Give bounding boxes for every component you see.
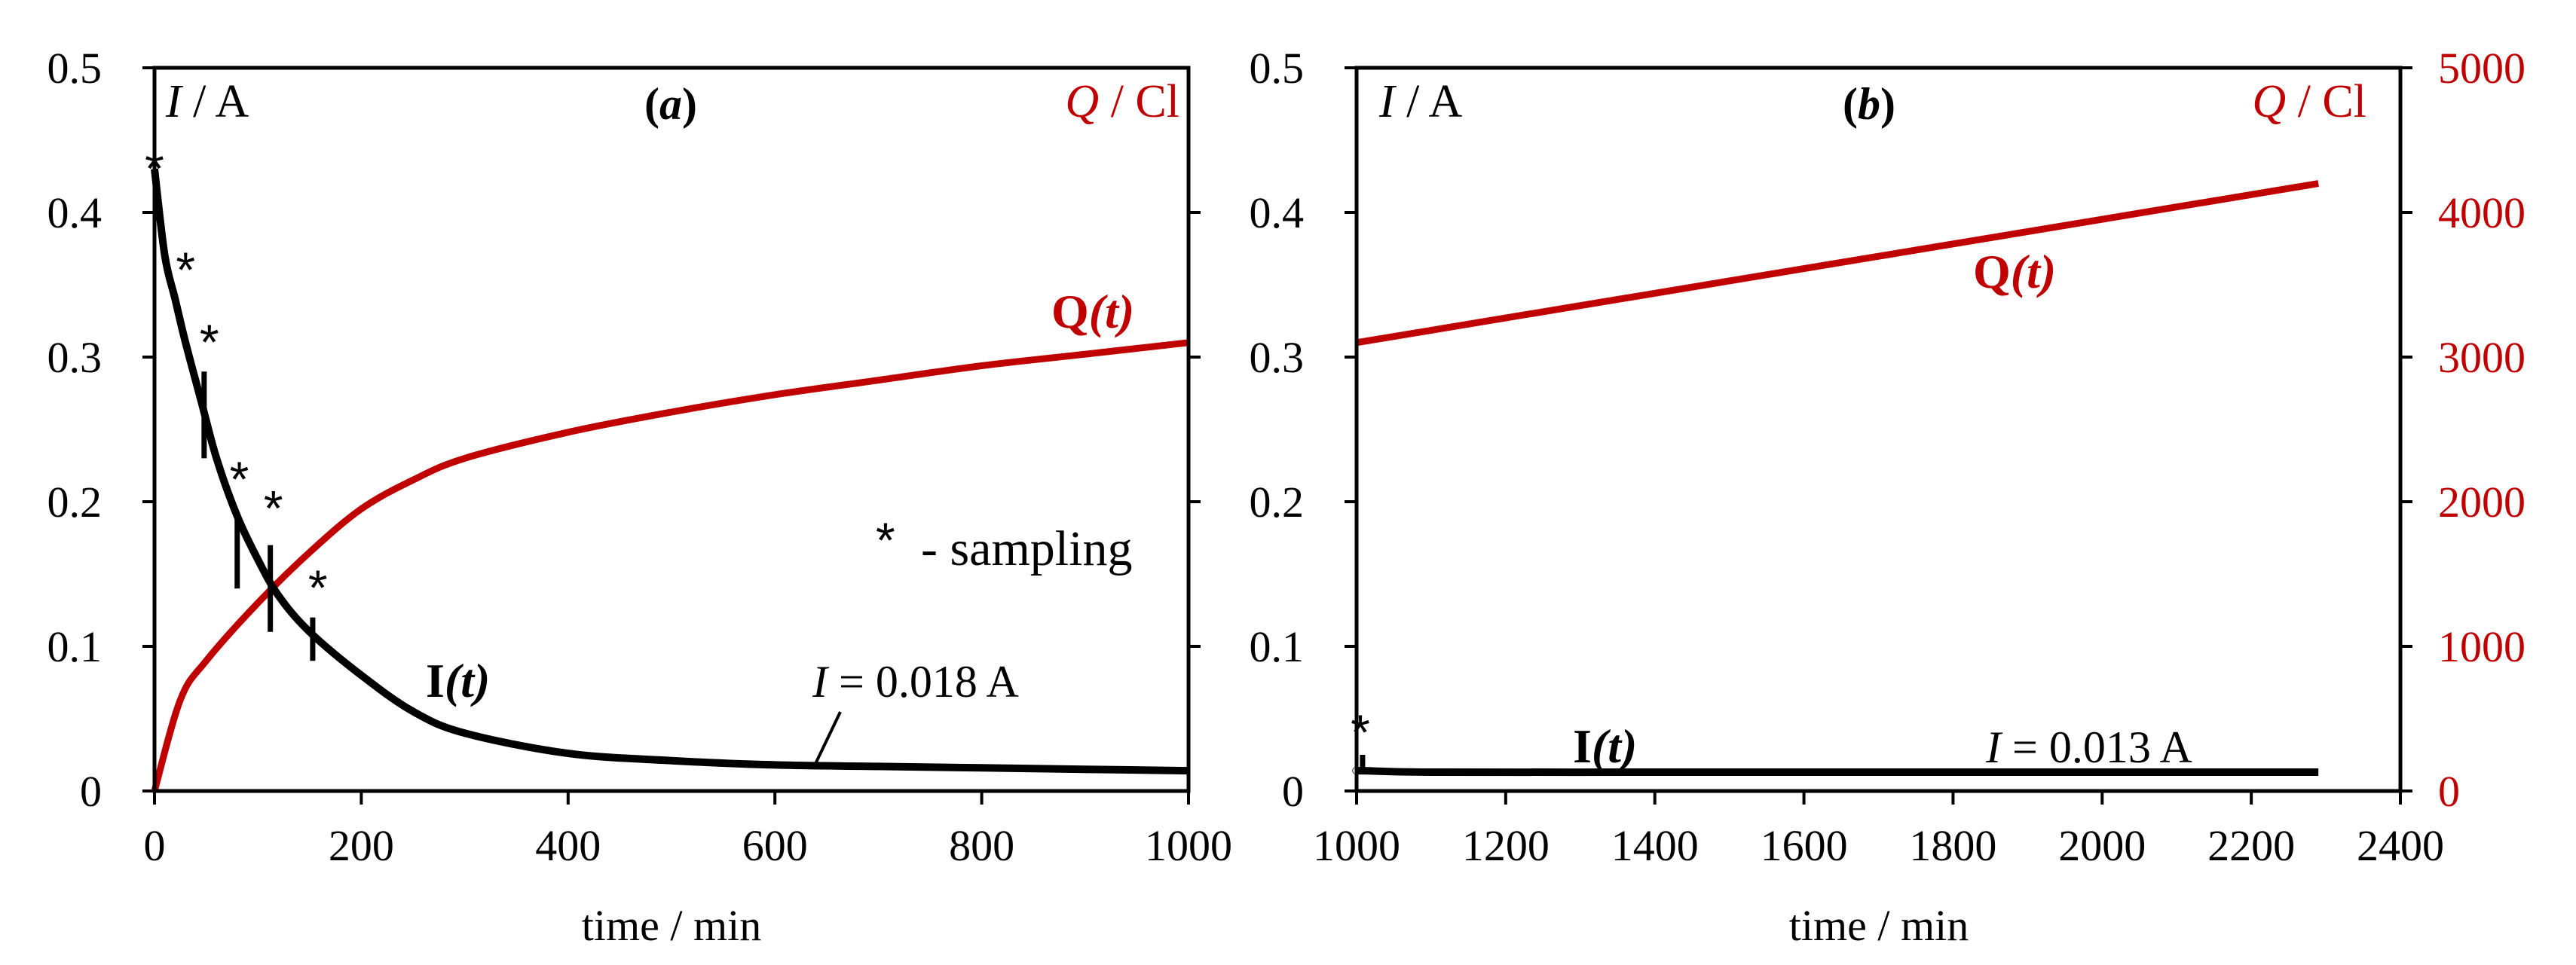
a-sampling-legend-text: - sampling [921,521,1132,576]
a-final-current-pointer [812,711,842,768]
b-final-current-rest: = 0.013 A [2001,722,2192,772]
a-y-left-tick-label: 0 [80,767,102,816]
b-y-left-tick-label: 0 [1282,767,1304,816]
a-final-current-var: I [812,657,830,707]
b-y-left-tick-label: 0.1 [1250,622,1305,671]
b-x-tick-label: 1800 [1909,821,1996,870]
panel-b: 1000 1200 1400 1600 1800 2000 2200 2400 0 0.1 0.2 0… [1250,44,2526,950]
a-q-label-main: Q [1051,285,1089,338]
a-x-tick-label: 0 [144,821,166,870]
b-stars: * [1351,704,1370,760]
a-ticks: 0 200 400 600 800 1000 0 0.1 0.2 0.3 0.4 0.5 [47,44,1233,870]
b-y-right-tick-label: 5000 [2438,44,2526,93]
b-q-label-rest: (t) [2011,245,2056,298]
b-final-current-var: I [1985,722,2003,772]
b-y-right-tick-label: 3000 [2438,333,2526,382]
a-y-right-title: Q / Cl [1065,76,1179,127]
a-y-right-var: Q [1065,76,1099,127]
b-y-left-var: I [1378,76,1397,127]
a-i-series-label: I(t) [426,654,490,707]
a-y-left-tick-label: 0.1 [47,622,102,671]
b-y-right-var: Q [2252,76,2286,127]
a-sampling-marker: * [264,481,283,536]
b-y-left-tick-label: 0.3 [1250,333,1305,382]
b-x-tick-label: 1200 [1462,821,1550,870]
a-sampling-marker: * [200,314,219,370]
b-y-left-tick-label: 0.4 [1250,188,1305,237]
b-x-tick-label: 1600 [1761,821,1848,870]
b-y-right-tick-label: 1000 [2438,622,2526,671]
a-x-tick-label: 1000 [1145,821,1232,870]
b-ticks: 1000 1200 1400 1600 1800 2000 2200 2400 0 0.1 0.2 0… [1250,44,2526,870]
b-x-tick-label: 1000 [1313,821,1400,870]
a-q-label-rest: (t) [1089,285,1134,338]
b-x-tick-label: 2200 [2207,821,2295,870]
a-y-left-var: I [165,76,184,127]
b-y-left-title: I / A [1378,76,1462,127]
b-y-right-unit: / Cl [2286,76,2366,127]
a-sampling-marker: * [176,242,195,298]
a-final-current-rest: = 0.018 A [828,657,1019,707]
b-series: * [1351,180,2319,777]
b-i-series-label: I(t) [1573,719,1637,773]
a-x-tick-label: 600 [742,821,808,870]
a-spikes [201,371,316,661]
b-x-tick-label: 2000 [2058,821,2146,870]
a-y-left-unit: / A [182,76,249,127]
a-final-current-label: I = 0.018 A [812,657,1019,707]
a-y-right-unit: / Cl [1099,76,1179,127]
a-y-left-tick-label: 0.5 [47,44,102,93]
a-series: ****** [145,140,1189,792]
a-y-left-tick-label: 0.2 [47,478,102,527]
b-plot-frame [1354,66,2403,793]
b-sampling-marker: * [1351,704,1370,760]
b-y-left-tick-label: 0.2 [1250,478,1305,527]
a-y-left-tick-label: 0.4 [47,188,102,237]
a-x-axis-title: time / min [582,901,761,950]
b-y-right-title: Q / Cl [2252,76,2366,127]
a-x-tick-label: 200 [329,821,394,870]
a-sampling-marker: * [308,560,328,615]
b-x-axis-title: time / min [1789,901,1969,950]
b-i-line [1352,766,2319,777]
a-x-tick-label: 800 [949,821,1014,870]
b-q-line [1356,180,2319,347]
a-q-line [151,339,1189,792]
a-plot-frame [152,66,1191,793]
b-y-left-tick-label: 0.5 [1250,44,1305,93]
a-i-label-rest: (t) [445,654,490,707]
a-y-left-title: I / A [165,76,249,127]
b-q-label-main: Q [1973,245,2011,298]
b-panel-label: (b) [1843,79,1895,129]
b-q-series-label: Q(t) [1973,245,2056,298]
b-y-left-unit: / A [1395,76,1463,127]
b-x-tick-label: 1400 [1611,821,1699,870]
a-i-line [151,168,1189,775]
a-sampling-marker: * [230,451,249,507]
a-q-series-label: Q(t) [1051,285,1134,338]
a-sampling-legend-star: * [876,512,895,568]
b-y-right-tick-label: 2000 [2438,478,2526,527]
b-final-current-label: I = 0.013 A [1985,722,2192,772]
a-x-tick-label: 400 [535,821,601,870]
b-i-label-main: I [1573,719,1592,773]
b-i-label-rest: (t) [1592,719,1637,773]
b-y-right-tick-label: 4000 [2438,188,2526,237]
a-y-left-tick-label: 0.3 [47,333,102,382]
b-y-right-tick-label: 0 [2438,767,2460,816]
a-i-label-main: I [426,654,445,707]
a-panel-label: (a) [644,79,697,129]
b-x-tick-label: 2400 [2357,821,2444,870]
